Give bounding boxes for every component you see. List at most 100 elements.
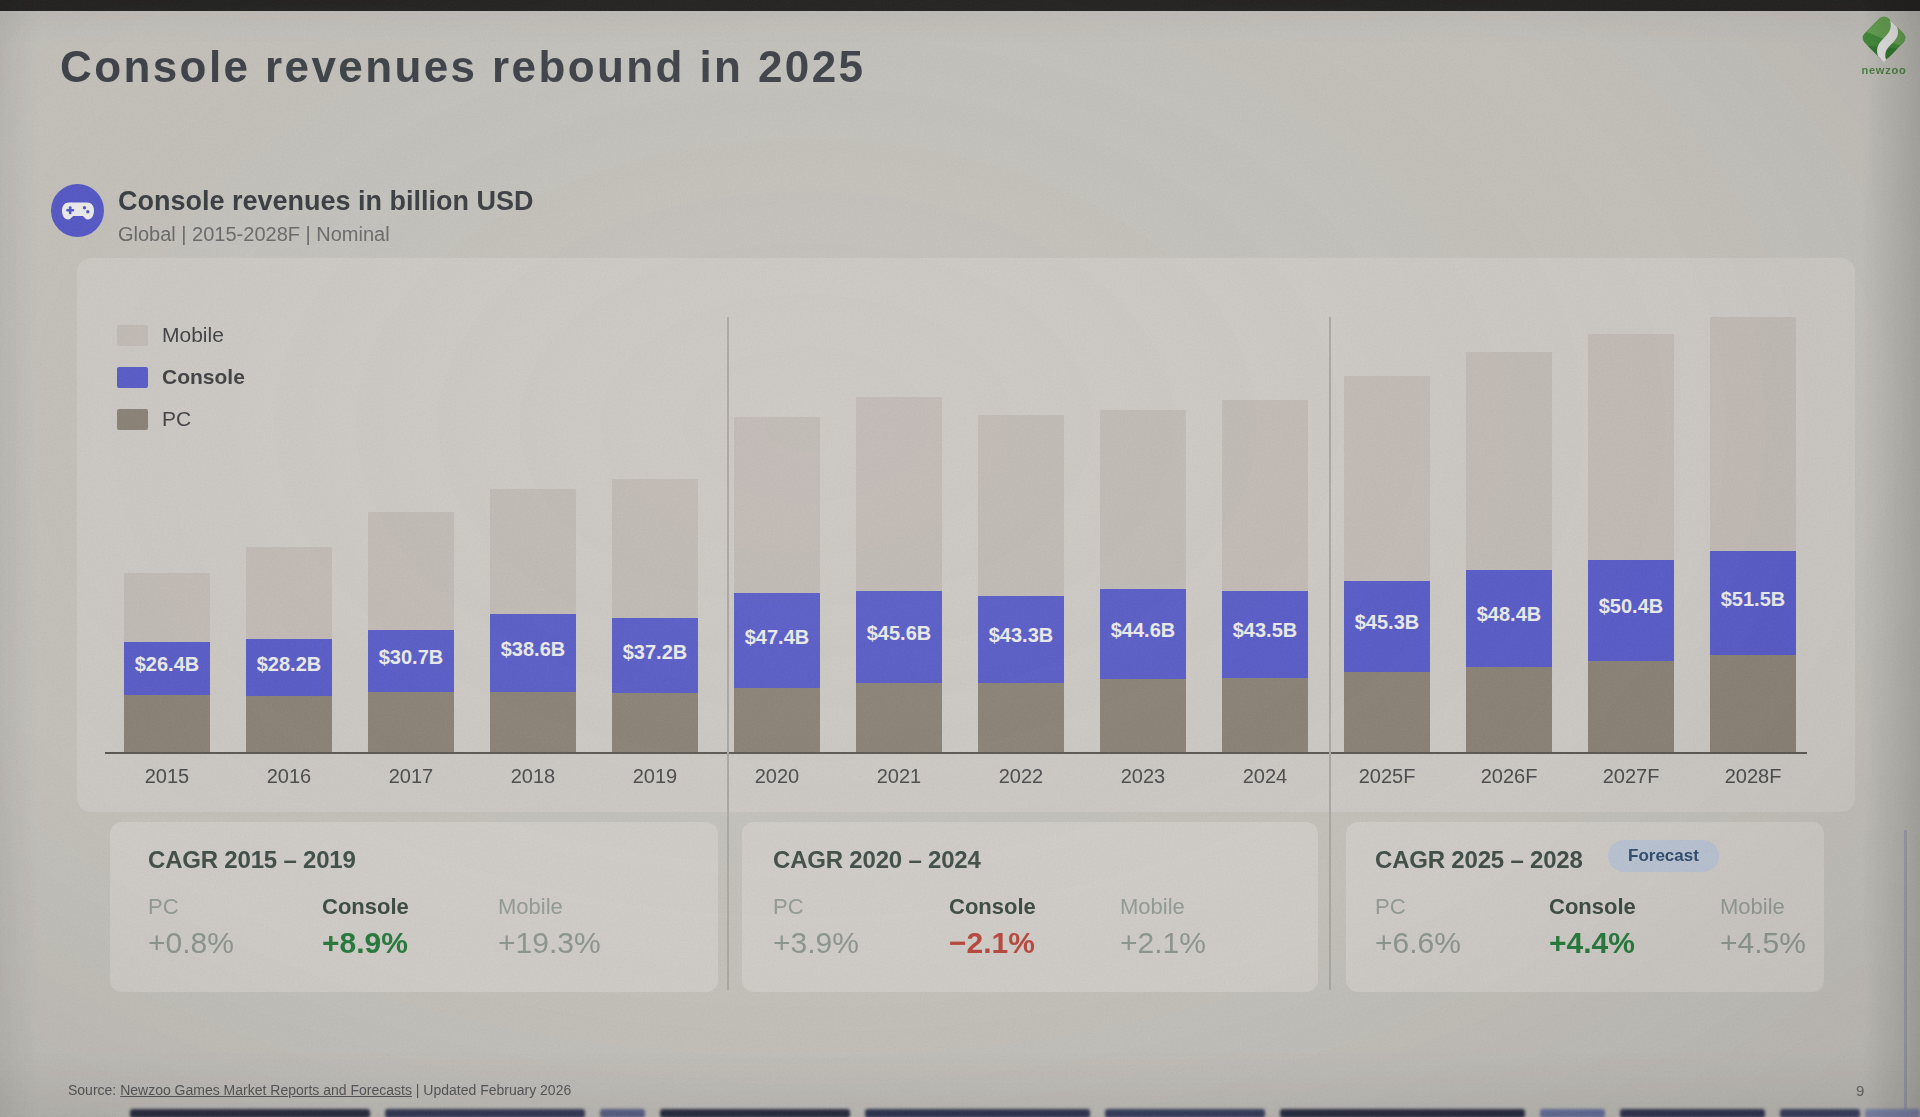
bar-segment-pc-2016 <box>246 696 332 752</box>
bar-segment-mobile-2022 <box>978 415 1064 596</box>
bar-segment-console-2021: $45.6B <box>856 591 942 683</box>
bar-segment-mobile-2019 <box>612 479 698 618</box>
cagr-value: +2.1% <box>1120 926 1206 960</box>
legend-swatch <box>117 367 148 388</box>
cagr-segment-label: PC <box>1375 894 1406 920</box>
bar-segment-mobile-2024 <box>1222 400 1308 590</box>
bar-value-label: $51.5B <box>1710 588 1796 611</box>
cagr-box-title: CAGR 2015 – 2019 <box>148 846 356 874</box>
source-line: Source: Newzoo Games Market Reports and … <box>68 1082 571 1098</box>
bar-segment-console-2019: $37.2B <box>612 618 698 693</box>
bar-segment-pc-2024 <box>1222 678 1308 752</box>
cagr-segment-label: Console <box>322 894 409 920</box>
source-link[interactable]: Newzoo Games Market Reports and Forecast… <box>120 1082 412 1098</box>
bar-segment-console-2017: $30.7B <box>368 630 454 692</box>
bar-value-label: $43.3B <box>978 624 1064 647</box>
bar-segment-pc-2018 <box>490 692 576 752</box>
photo-artifact-blob <box>1780 1109 1860 1117</box>
bar-segment-pc-2019 <box>612 693 698 752</box>
bar-segment-mobile-2028F <box>1710 317 1796 551</box>
x-axis-label-2017: 2017 <box>351 765 471 788</box>
legend-swatch <box>117 325 148 346</box>
slide-title: Console revenues rebound in 2025 <box>60 42 865 92</box>
bar-value-label: $28.2B <box>246 653 332 676</box>
photo-artifact-blob <box>865 1109 1090 1117</box>
bar-segment-mobile-2018 <box>490 489 576 614</box>
cagr-value: +0.8% <box>148 926 234 960</box>
photo-top-edge <box>0 0 1920 11</box>
cagr-segment-label: Mobile <box>1720 894 1785 920</box>
chart-title: Console revenues in billion USD <box>118 186 534 217</box>
bar-segment-pc-2027F <box>1588 661 1674 752</box>
bar-value-label: $44.6B <box>1100 619 1186 642</box>
slide: Console revenues rebound in 2025 newzoo … <box>0 0 1920 1117</box>
photo-artifact-blob <box>1280 1109 1525 1117</box>
period-divider-1 <box>727 317 729 990</box>
period-divider-2 <box>1329 317 1331 990</box>
x-axis-label-2023: 2023 <box>1083 765 1203 788</box>
bar-segment-mobile-2025F <box>1344 376 1430 581</box>
bar-value-label: $30.7B <box>368 646 454 669</box>
legend-label: PC <box>162 407 191 431</box>
cagr-segment-label: Console <box>1549 894 1636 920</box>
chart-subtitle: Global | 2015-2028F | Nominal <box>118 223 390 246</box>
chart-legend: MobileConsolePC <box>117 323 245 431</box>
cagr-value: +8.9% <box>322 926 408 960</box>
cagr-value: +6.6% <box>1375 926 1461 960</box>
bar-value-label: $26.4B <box>124 653 210 676</box>
photo-artifact-blob <box>1540 1109 1605 1117</box>
x-axis-label-2028F: 2028F <box>1693 765 1813 788</box>
bar-segment-pc-2020 <box>734 688 820 752</box>
cagr-box-title: CAGR 2025 – 2028 <box>1375 846 1583 874</box>
bar-segment-mobile-2016 <box>246 547 332 639</box>
newzoo-logo-text: newzoo <box>1861 64 1906 76</box>
page-number: 9 <box>1856 1082 1864 1099</box>
bar-segment-mobile-2021 <box>856 397 942 591</box>
bar-segment-console-2026F: $48.4B <box>1466 570 1552 667</box>
cagr-value: +3.9% <box>773 926 859 960</box>
photo-artifact-blob <box>385 1109 585 1117</box>
cagr-segment-label: Mobile <box>1120 894 1185 920</box>
cagr-segment-label: PC <box>773 894 804 920</box>
bar-segment-console-2022: $43.3B <box>978 596 1064 683</box>
cagr-segment-label: Mobile <box>498 894 563 920</box>
bar-value-label: $37.2B <box>612 641 698 664</box>
source-prefix: Source: <box>68 1082 116 1098</box>
legend-swatch <box>117 409 148 430</box>
forecast-badge: Forecast <box>1608 840 1719 872</box>
bar-segment-mobile-2017 <box>368 512 454 630</box>
x-axis-label-2027F: 2027F <box>1571 765 1691 788</box>
bar-segment-console-2023: $44.6B <box>1100 589 1186 679</box>
cagr-box-1: CAGR 2015 – 2019PC+0.8%Console+8.9%Mobil… <box>110 822 718 992</box>
cagr-value: +19.3% <box>498 926 601 960</box>
legend-item-mobile: Mobile <box>117 323 245 347</box>
bar-value-label: $43.5B <box>1222 619 1308 642</box>
bar-value-label: $45.6B <box>856 622 942 645</box>
cagr-value: +4.5% <box>1720 926 1806 960</box>
newzoo-logo: newzoo <box>1848 6 1918 78</box>
bar-segment-console-2016: $28.2B <box>246 639 332 696</box>
bar-segment-mobile-2026F <box>1466 352 1552 570</box>
bar-segment-pc-2015 <box>124 695 210 752</box>
cagr-value: −2.1% <box>949 926 1035 960</box>
x-axis-label-2022: 2022 <box>961 765 1081 788</box>
x-axis-label-2026F: 2026F <box>1449 765 1569 788</box>
x-axis-label-2015: 2015 <box>107 765 227 788</box>
x-axis-label-2021: 2021 <box>839 765 959 788</box>
photo-artifact-blob <box>600 1109 645 1117</box>
x-axis-label-2024: 2024 <box>1205 765 1325 788</box>
photo-artifact-blob <box>1105 1109 1265 1117</box>
cagr-value: +4.4% <box>1549 926 1635 960</box>
gamepad-icon <box>51 184 104 237</box>
bar-segment-mobile-2023 <box>1100 410 1186 589</box>
cagr-box-2: CAGR 2020 – 2024PC+3.9%Console−2.1%Mobil… <box>742 822 1318 992</box>
x-axis-label-2020: 2020 <box>717 765 837 788</box>
x-axis-label-2019: 2019 <box>595 765 715 788</box>
legend-item-pc: PC <box>117 407 245 431</box>
bar-segment-pc-2025F <box>1344 672 1430 752</box>
bar-segment-console-2018: $38.6B <box>490 614 576 692</box>
bar-segment-console-2020: $47.4B <box>734 593 820 688</box>
bar-segment-console-2027F: $50.4B <box>1588 560 1674 661</box>
photo-edge-artifact <box>1904 830 1907 1117</box>
bar-segment-pc-2028F <box>1710 655 1796 752</box>
